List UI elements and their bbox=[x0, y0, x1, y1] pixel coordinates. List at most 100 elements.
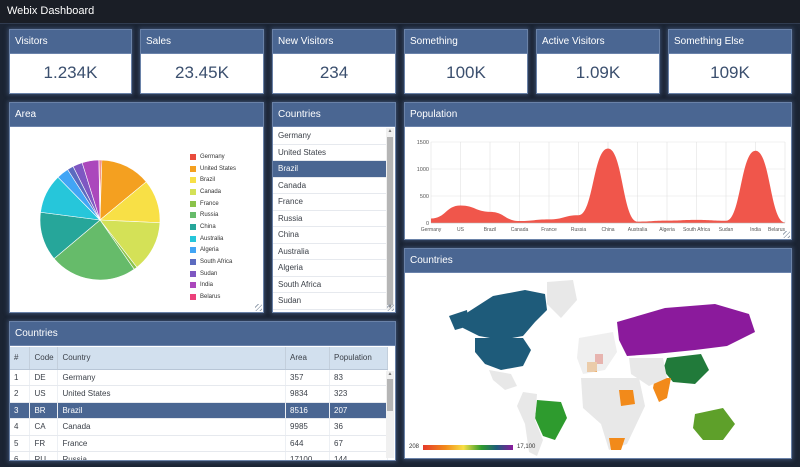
x-tick-label: China bbox=[601, 227, 614, 233]
y-tick-label: 500 bbox=[420, 194, 429, 200]
map-country-canada bbox=[463, 290, 547, 340]
legend-item[interactable]: India bbox=[190, 280, 236, 292]
list-scrollbar-thumb[interactable] bbox=[387, 137, 393, 305]
legend-item[interactable]: Canada bbox=[190, 186, 236, 198]
population-panel: Population 0 500 1000 1500 Germany US Brazil Ca… bbox=[404, 102, 792, 240]
stat-card-something-else: Something Else 109K bbox=[668, 29, 792, 94]
table-cell: 36 bbox=[329, 418, 388, 436]
stat-card-title: New Visitors bbox=[273, 30, 395, 54]
area-pie-chart bbox=[39, 159, 161, 281]
legend-item[interactable]: Australia bbox=[190, 233, 236, 245]
list-item[interactable]: Australia bbox=[273, 244, 386, 260]
x-tick-label: South Africa bbox=[683, 227, 710, 233]
population-area-series[interactable] bbox=[431, 148, 785, 223]
table-scrollbar-thumb[interactable] bbox=[387, 379, 393, 411]
table-row[interactable]: 3 BR Brazil 8516 207 bbox=[10, 402, 388, 419]
table-row[interactable]: 2 US United States 9834 323 bbox=[10, 385, 388, 403]
y-tick-label: 1000 bbox=[417, 167, 429, 173]
legend-swatch bbox=[190, 223, 196, 230]
legend-label: Canada bbox=[200, 188, 222, 195]
map-country-india bbox=[653, 378, 671, 402]
list-item[interactable]: Sudan bbox=[273, 293, 386, 310]
list-item[interactable]: China bbox=[273, 227, 386, 244]
column-header-country[interactable]: Country bbox=[57, 347, 287, 370]
map-panel-title: Countries bbox=[405, 249, 791, 273]
resize-handle[interactable] bbox=[255, 304, 262, 311]
pie-slice-canada[interactable] bbox=[99, 219, 161, 268]
column-header-index[interactable]: # bbox=[10, 347, 31, 370]
stat-card-value: 23.45K bbox=[175, 63, 229, 82]
list-item[interactable]: United States bbox=[273, 145, 386, 161]
table-cell: CA bbox=[29, 418, 59, 436]
list-item[interactable]: Germany bbox=[273, 128, 386, 145]
list-item[interactable]: Canada bbox=[273, 178, 386, 194]
legend-item[interactable]: China bbox=[190, 221, 236, 233]
legend-swatch bbox=[190, 177, 196, 184]
column-header-area[interactable]: Area bbox=[285, 347, 330, 370]
legend-swatch bbox=[190, 165, 196, 172]
table-cell: 3 bbox=[10, 402, 31, 419]
x-tick-label: Algeria bbox=[659, 227, 675, 233]
world-map bbox=[423, 280, 755, 456]
resize-handle[interactable] bbox=[783, 231, 790, 238]
legend-label: India bbox=[200, 282, 214, 289]
legend-label: Russia bbox=[200, 212, 219, 219]
map-country-sudan bbox=[619, 390, 635, 406]
column-header-population[interactable]: Population bbox=[329, 347, 388, 370]
map-country-greenland bbox=[547, 280, 577, 318]
x-tick-label: Germany bbox=[421, 227, 442, 233]
stat-card-new-visitors: New Visitors 234 bbox=[272, 29, 396, 94]
map-country-south-africa bbox=[609, 438, 625, 450]
list-item[interactable]: Brazil bbox=[273, 161, 386, 178]
stat-card-value: 1.234K bbox=[43, 63, 98, 82]
y-tick-label: 1500 bbox=[417, 140, 429, 146]
legend-item[interactable]: France bbox=[190, 198, 236, 210]
pie-legend: Germany United States Brazil Canada France Ru… bbox=[190, 151, 236, 303]
legend-item[interactable]: Belarus bbox=[190, 291, 236, 303]
table-cell: DE bbox=[29, 369, 59, 386]
legend-item[interactable]: United States bbox=[190, 163, 236, 175]
resize-handle[interactable] bbox=[387, 304, 394, 311]
legend-item[interactable]: Russia bbox=[190, 209, 236, 221]
scroll-up-icon[interactable]: ▲ bbox=[387, 371, 393, 377]
table-cell: 1 bbox=[10, 369, 31, 386]
countries-table: # Code Country Area Population 1 DE German… bbox=[10, 347, 388, 460]
table-row[interactable]: 5 FR France 644 67 bbox=[10, 435, 388, 452]
table-row[interactable]: 6 RU Russia 17100 144 bbox=[10, 451, 388, 460]
area-panel-title: Area bbox=[10, 103, 263, 127]
stat-card-value: 234 bbox=[319, 63, 349, 82]
map-country-china bbox=[663, 354, 709, 384]
list-item[interactable]: Algeria bbox=[273, 260, 386, 277]
table-row[interactable]: 4 CA Canada 9985 36 bbox=[10, 418, 388, 436]
legend-item[interactable]: Germany bbox=[190, 151, 236, 163]
legend-swatch bbox=[190, 188, 196, 195]
list-item[interactable]: South Africa bbox=[273, 277, 386, 293]
table-cell: United States bbox=[57, 385, 287, 403]
legend-label: United States bbox=[200, 165, 237, 172]
legend-swatch bbox=[190, 153, 196, 160]
list-item[interactable]: France bbox=[273, 194, 386, 211]
legend-item[interactable]: South Africa bbox=[190, 256, 236, 268]
map-country-alaska bbox=[449, 310, 469, 330]
population-area-chart: 0 500 1000 1500 Germany US Brazil Canada France R… bbox=[417, 140, 786, 233]
stat-card-title: Sales bbox=[141, 30, 263, 54]
pie-slice-russia[interactable] bbox=[53, 219, 135, 281]
table-cell: 17100 bbox=[285, 451, 330, 460]
legend-swatch bbox=[190, 235, 196, 242]
legend-item[interactable]: Sudan bbox=[190, 268, 236, 280]
stat-card-title: Something Else bbox=[669, 30, 791, 54]
legend-item[interactable]: Algeria bbox=[190, 245, 236, 257]
table-scrollbar[interactable]: ▲ bbox=[386, 371, 394, 458]
pie-slice-belarus[interactable] bbox=[98, 159, 101, 221]
list-item[interactable]: Russia bbox=[273, 211, 386, 227]
countries-table-panel: Countries # Code Country Area Population… bbox=[9, 321, 396, 461]
table-cell: 67 bbox=[329, 435, 388, 452]
list-scrollbar[interactable]: ▲ ▼ bbox=[386, 128, 394, 310]
column-header-code[interactable]: Code bbox=[29, 347, 59, 370]
legend-item[interactable]: Brazil bbox=[190, 174, 236, 186]
table-row[interactable]: 1 DE Germany 357 83 bbox=[10, 369, 388, 386]
map-country-australia bbox=[693, 408, 735, 440]
map-country-south-america bbox=[517, 392, 543, 456]
legend-label: Germany bbox=[200, 153, 225, 160]
scroll-up-icon[interactable]: ▲ bbox=[387, 128, 393, 134]
